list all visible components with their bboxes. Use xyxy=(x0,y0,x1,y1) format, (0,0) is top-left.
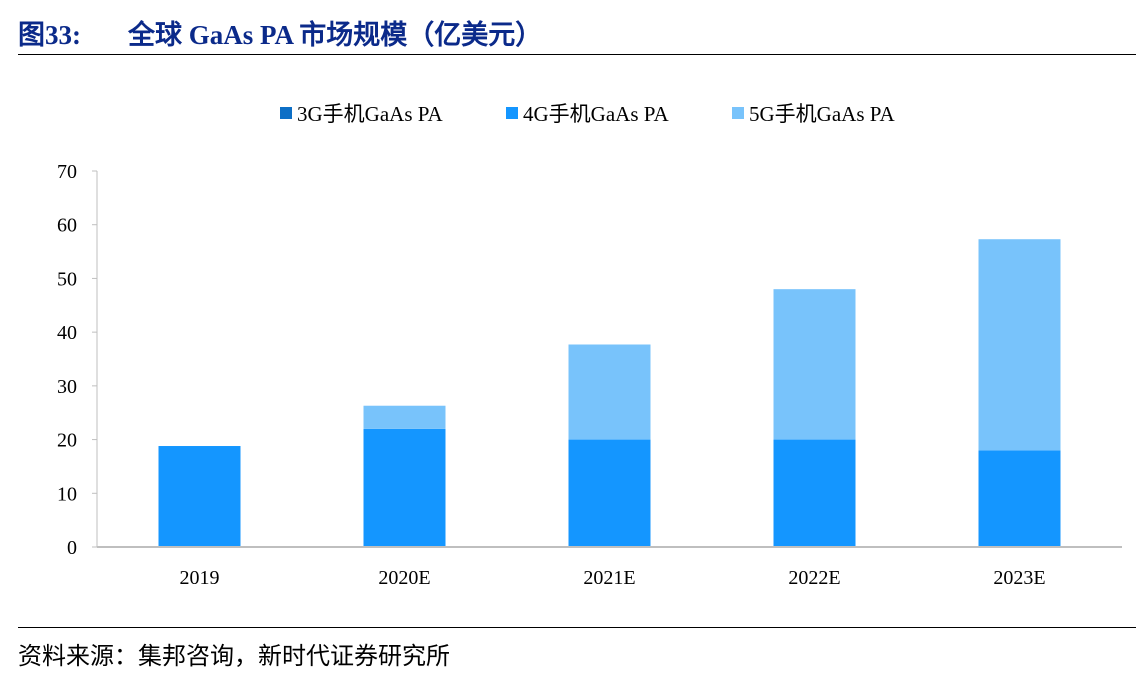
y-tick-label: 70 xyxy=(57,161,77,183)
bar-segment-series-1-2022E xyxy=(773,439,856,547)
legend-swatch-2 xyxy=(732,107,744,119)
bar-segment-series-1-2020E xyxy=(363,428,446,547)
bar-segment-series-2-2021E xyxy=(568,344,651,440)
legend-label-0: 3G手机GaAs PA xyxy=(297,102,443,126)
y-tick-label: 40 xyxy=(57,322,77,344)
y-axis: 0 10 20 30 40 50 60 70 xyxy=(57,161,98,559)
bar-segment-series-1-2021E xyxy=(568,439,651,547)
figure-title: 全球 GaAs PA 市场规模（亿美元） xyxy=(128,19,543,50)
bar-segment-series-2-2020E xyxy=(363,405,446,429)
top-rule xyxy=(18,54,1136,55)
y-tick-label: 50 xyxy=(57,268,77,290)
y-tick-label: 60 xyxy=(57,215,77,237)
y-tick-label: 0 xyxy=(67,537,77,559)
legend-label-1: 4G手机GaAs PA xyxy=(523,102,669,126)
y-tick-label: 30 xyxy=(57,376,77,398)
bar-segment-series-2-2023E xyxy=(978,239,1061,451)
bar-segment-series-1-2023E xyxy=(978,450,1061,547)
legend-label-2: 5G手机GaAs PA xyxy=(749,102,895,126)
figure-header: 图33: 全球 GaAs PA 市场规模（亿美元） xyxy=(18,12,1136,52)
bar-segment-series-2-2022E xyxy=(773,289,856,440)
bar-segment-series-1-2019 xyxy=(158,446,241,547)
x-tick-label: 2019 xyxy=(180,567,220,589)
legend-swatch-1 xyxy=(506,107,518,119)
y-tick-label: 10 xyxy=(57,483,77,505)
bottom-rule xyxy=(18,627,1136,628)
x-tick-label: 2023E xyxy=(993,567,1045,589)
x-tick-label: 2020E xyxy=(378,567,430,589)
bars xyxy=(158,239,1061,547)
x-tick-label: 2021E xyxy=(583,567,635,589)
y-tick-label: 20 xyxy=(57,430,77,452)
legend: 3G手机GaAs PA 4G手机GaAs PA 5G手机GaAs PA xyxy=(280,102,895,126)
legend-swatch-0 xyxy=(280,107,292,119)
source-note: 资料来源：集邦咨询，新时代证券研究所 xyxy=(18,644,450,670)
x-axis: 2019 2020E 2021E 2022E 2023E xyxy=(97,546,1122,589)
x-tick-label: 2022E xyxy=(788,567,840,589)
figure-number: 图33: xyxy=(18,19,81,50)
